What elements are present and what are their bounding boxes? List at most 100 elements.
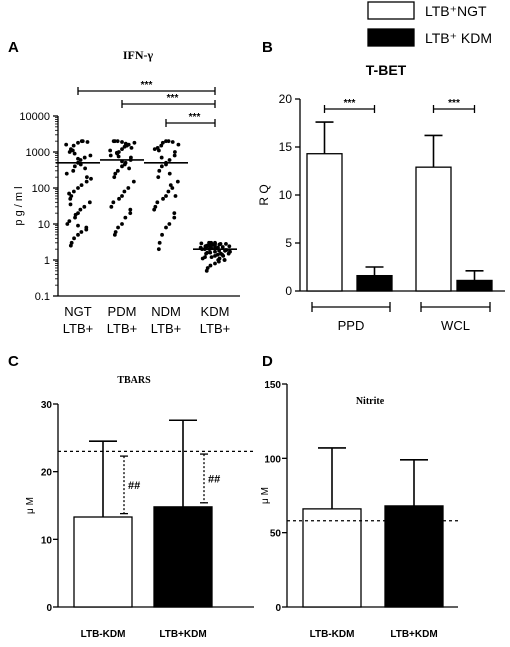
panel-a-title: IFN-γ	[123, 48, 154, 62]
data-point	[78, 207, 83, 212]
significance-label: ***	[189, 112, 201, 123]
data-point	[65, 222, 70, 226]
data-point	[213, 261, 217, 266]
data-point	[209, 255, 214, 260]
data-point	[112, 139, 117, 144]
y-tick-label: 1	[44, 255, 50, 267]
data-point	[167, 171, 172, 176]
data-point	[166, 189, 171, 194]
data-point	[79, 230, 84, 234]
data-point	[115, 139, 120, 144]
data-point	[83, 166, 88, 171]
x-tick-label: NGT	[64, 304, 92, 319]
y-tick-label: 0.1	[35, 291, 50, 303]
y-tick-label: 50	[270, 529, 282, 540]
data-point	[68, 243, 73, 248]
data-point	[170, 186, 175, 190]
data-point	[108, 148, 113, 153]
data-point	[128, 211, 133, 216]
panel-d-title: Nitrite	[356, 396, 385, 407]
data-point	[111, 200, 116, 205]
data-point	[72, 164, 77, 169]
data-point	[79, 183, 84, 188]
legend-label-kdm: LTB⁺ KDM	[425, 30, 492, 46]
data-point	[123, 215, 128, 220]
bar	[415, 166, 452, 292]
data-point	[120, 147, 124, 152]
panel-b-title: T-BET	[366, 62, 407, 78]
data-point	[85, 140, 90, 144]
data-point	[67, 191, 71, 196]
data-point	[164, 194, 168, 198]
data-point	[152, 147, 157, 152]
data-point	[155, 200, 160, 205]
data-point	[199, 241, 204, 246]
data-point	[84, 179, 89, 184]
data-point	[159, 143, 164, 148]
x-tick-label: NDM	[151, 304, 181, 319]
data-point	[114, 150, 119, 155]
y-tick-label: 10	[38, 219, 50, 231]
data-point	[116, 225, 120, 230]
data-point	[203, 255, 207, 260]
x-tick-label: PDM	[108, 304, 137, 319]
y-axis-label: μ M	[25, 497, 36, 514]
y-tick-label: 20	[279, 92, 293, 106]
data-point	[73, 215, 77, 220]
y-tick-label: 30	[41, 400, 53, 411]
panel-a-chart: 0.1 1 10 100 1000 10000 p g / m l NGT LTB+ PDM LTB…	[13, 80, 240, 336]
data-point	[217, 256, 222, 261]
legend: LTB⁺NGT LTB⁺ KDM	[367, 1, 492, 47]
x-tick-label: LTB-KDM	[81, 629, 126, 640]
significance-label: ***	[448, 98, 460, 109]
data-point	[88, 153, 93, 158]
y-tick-label: 20	[41, 468, 53, 479]
data-point	[112, 232, 117, 237]
x-group-label: PPD	[338, 318, 365, 333]
data-point	[173, 194, 178, 198]
data-point	[120, 164, 124, 169]
bar	[153, 506, 213, 608]
data-point	[71, 143, 76, 148]
data-point	[228, 249, 232, 254]
y-tick-label: 10000	[19, 111, 50, 123]
data-point	[156, 175, 161, 180]
data-point	[71, 189, 76, 194]
y-tick-label: 150	[264, 380, 281, 391]
data-point	[160, 140, 165, 145]
data-point	[82, 204, 87, 209]
data-point	[222, 258, 227, 262]
data-point	[172, 211, 177, 216]
data-point	[113, 230, 118, 234]
data-point	[209, 242, 213, 246]
y-tick-label: 100	[264, 454, 281, 465]
data-point	[167, 222, 172, 226]
bar	[306, 153, 343, 292]
y-tick-label: 0	[275, 603, 281, 614]
y-tick-label: 10	[41, 535, 53, 546]
data-point	[172, 215, 177, 220]
data-point	[70, 148, 75, 153]
legend-swatch-kdm	[367, 28, 415, 47]
data-point	[109, 204, 114, 209]
data-point	[131, 179, 136, 184]
data-point	[73, 212, 78, 217]
data-point	[167, 158, 172, 162]
data-point	[64, 142, 69, 147]
data-point	[156, 148, 161, 153]
x-tick-label: LTB+KDM	[159, 629, 206, 640]
significance-label: ***	[167, 93, 179, 104]
data-point	[126, 186, 131, 190]
bar	[302, 508, 362, 608]
data-point	[115, 168, 120, 173]
x-tick-label: LTB+KDM	[390, 629, 437, 640]
x-tick-label: LTB+	[107, 321, 137, 336]
data-point	[85, 175, 89, 180]
data-point	[128, 207, 133, 212]
data-point	[80, 139, 85, 144]
x-tick-label: LTB+	[63, 321, 93, 336]
data-point	[157, 240, 162, 245]
data-point	[129, 155, 133, 160]
data-point	[116, 154, 121, 159]
